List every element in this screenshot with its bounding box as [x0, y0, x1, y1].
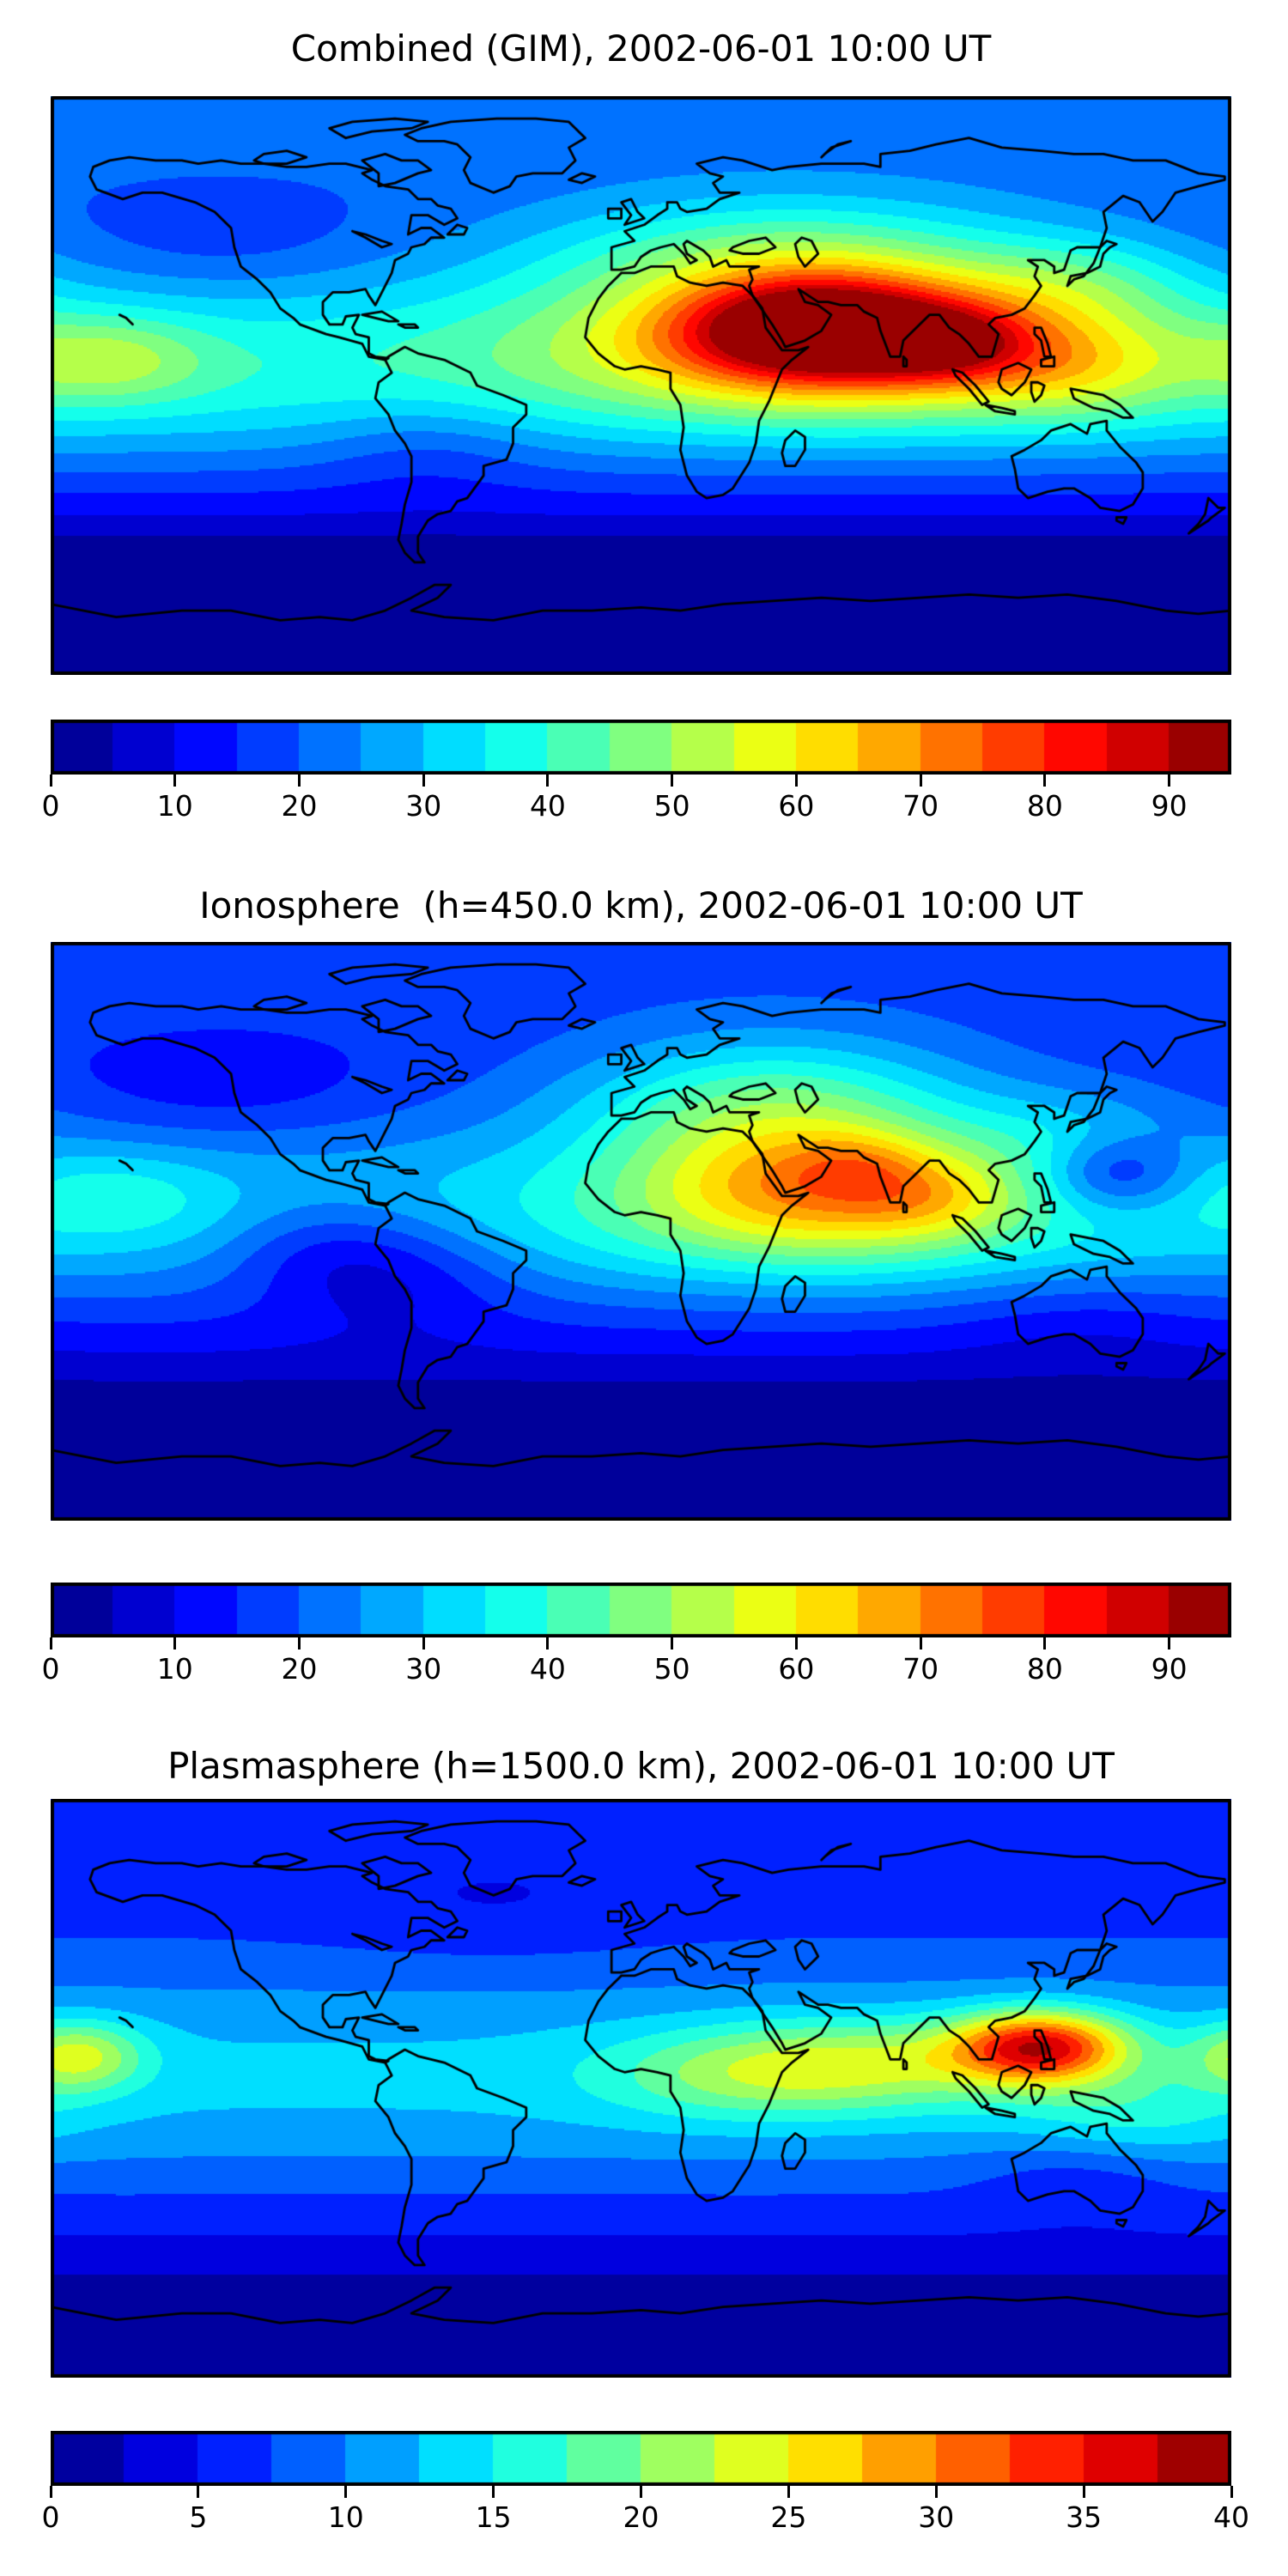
- colorbar-tick-label: 50: [653, 789, 690, 823]
- colorbar-tick-label: 90: [1151, 789, 1188, 823]
- colorbar-tick-label: 20: [281, 1652, 318, 1686]
- colorbar-tick-mark: [787, 2486, 790, 2498]
- colorbar-tick-label: 5: [189, 2500, 208, 2534]
- colorbar-tick-label: 15: [475, 2500, 512, 2534]
- colorbar-tick-label: 50: [653, 1652, 690, 1686]
- colorbar-tick-label: 20: [623, 2500, 659, 2534]
- colorbar-tick-mark: [422, 1637, 425, 1649]
- colorbar-tick-mark: [1043, 775, 1047, 787]
- panel1-colorbar-canvas: [51, 720, 1231, 775]
- colorbar-tick-label: 80: [1026, 789, 1063, 823]
- colorbar-tick-mark: [492, 2486, 495, 2498]
- colorbar-tick-label: 30: [918, 2500, 955, 2534]
- colorbar-tick-label: 70: [902, 1652, 939, 1686]
- colorbar-tick-mark: [640, 2486, 642, 2498]
- colorbar-tick-mark: [1082, 2486, 1085, 2498]
- panel1-title: Combined (GIM), 2002-06-01 10:00 UT: [290, 27, 992, 70]
- colorbar-tick-mark: [1168, 1637, 1171, 1649]
- colorbar-tick-mark: [546, 1637, 550, 1649]
- colorbar-tick-mark: [422, 775, 425, 787]
- colorbar-tick-mark: [934, 2486, 938, 2498]
- panel2-contour-map-canvas: [51, 942, 1231, 1521]
- colorbar-tick-label: 35: [1066, 2500, 1103, 2534]
- colorbar-tick-mark: [671, 775, 674, 787]
- colorbar-tick-mark: [344, 2486, 348, 2498]
- colorbar-tick-mark: [919, 775, 922, 787]
- colorbar-tick-mark: [49, 775, 52, 787]
- colorbar-tick-mark: [671, 1637, 674, 1649]
- colorbar-tick-label: 60: [778, 789, 815, 823]
- panel3-colorbar-ticks: 0 5 10 15 20 25 30 35 40: [42, 2486, 1249, 2546]
- colorbar-tick-label: 30: [405, 789, 442, 823]
- colorbar-tick-label: 0: [41, 2500, 60, 2534]
- colorbar-tick-label: 40: [1213, 2500, 1249, 2534]
- panel3-title: Plasmasphere (h=1500.0 km), 2002-06-01 1…: [167, 1745, 1115, 1787]
- colorbar-tick-label: 40: [529, 1652, 566, 1686]
- panel2-colorbar-canvas: [51, 1583, 1231, 1637]
- colorbar-tick-label: 60: [778, 1652, 815, 1686]
- colorbar-tick-mark: [1043, 1637, 1047, 1649]
- colorbar-tick-label: 0: [41, 789, 60, 823]
- colorbar-tick-label: 30: [405, 1652, 442, 1686]
- panel2-title: Ionosphere (h=450.0 km), 2002-06-01 10:0…: [199, 884, 1083, 927]
- colorbar-tick-mark: [49, 2486, 52, 2498]
- colorbar-tick-label: 40: [529, 789, 566, 823]
- colorbar-tick-mark: [794, 775, 798, 787]
- colorbar-tick-mark: [173, 775, 177, 787]
- colorbar-tick-label: 10: [327, 2500, 364, 2534]
- colorbar-tick-mark: [919, 1637, 922, 1649]
- panel3-contour-map-canvas: [51, 1799, 1231, 2378]
- panel2-colorbar-ticks: 0 10 20 30 40 50 60 70 80 90: [42, 1637, 1231, 1698]
- colorbar-tick-label: 10: [156, 1652, 193, 1686]
- colorbar-tick-label: 20: [281, 789, 318, 823]
- colorbar-tick-mark: [794, 1637, 798, 1649]
- colorbar-tick-label: 70: [902, 789, 939, 823]
- colorbar-tick-mark: [297, 1637, 301, 1649]
- colorbar-tick-label: 80: [1026, 1652, 1063, 1686]
- colorbar-tick-mark: [546, 775, 550, 787]
- colorbar-tick-mark: [173, 1637, 177, 1649]
- panel3-colorbar-canvas: [51, 2431, 1231, 2486]
- colorbar-tick-mark: [297, 775, 301, 787]
- colorbar-tick-label: 90: [1151, 1652, 1188, 1686]
- colorbar-tick-mark: [197, 2486, 200, 2498]
- panel1-colorbar-ticks: 0 10 20 30 40 50 60 70 80 90: [42, 775, 1231, 835]
- colorbar-tick-mark: [1230, 2486, 1233, 2498]
- colorbar-tick-mark: [49, 1637, 52, 1649]
- colorbar-tick-mark: [1168, 775, 1171, 787]
- colorbar-tick-label: 25: [770, 2500, 807, 2534]
- colorbar-tick-label: 10: [156, 789, 193, 823]
- panel1-contour-map-canvas: [51, 96, 1231, 675]
- colorbar-tick-label: 0: [41, 1652, 60, 1686]
